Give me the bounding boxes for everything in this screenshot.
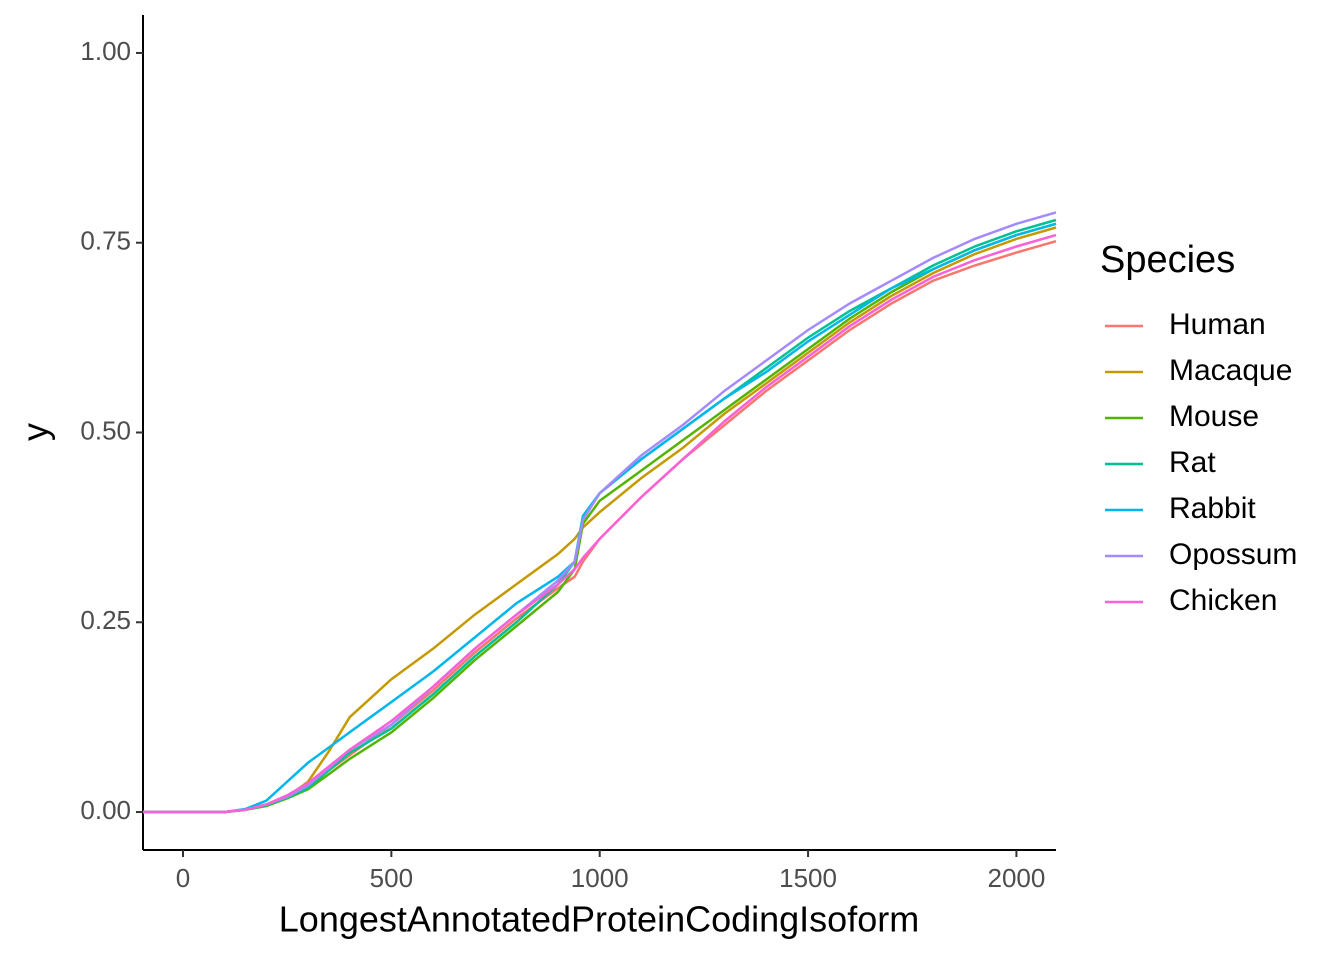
series-line [143, 222, 1057, 814]
x-axis-title: LongestAnnotatedProteinCodingIsoform [279, 899, 919, 940]
legend-label: Human [1169, 308, 1266, 341]
y-tick-label: 1.00 [80, 36, 131, 66]
legend-label: Macaque [1169, 354, 1292, 387]
series-line [143, 226, 1057, 814]
legend-label: Rabbit [1169, 492, 1256, 525]
legend-label: Mouse [1169, 400, 1259, 433]
y-axis-title: y [15, 423, 56, 441]
y-tick-label: 0.00 [80, 795, 131, 825]
x-tick-label: 500 [370, 863, 413, 893]
series-line [143, 222, 1057, 814]
y-tick-label: 0.50 [80, 415, 131, 445]
series-line [143, 233, 1057, 814]
x-tick-label: 1500 [779, 863, 837, 893]
series-line [143, 239, 1057, 814]
y-tick-label: 0.75 [80, 226, 131, 256]
x-tick-label: 2000 [987, 863, 1045, 893]
legend-title: Species [1100, 239, 1235, 281]
legend-label: Chicken [1169, 584, 1277, 617]
x-tick-label: 0 [176, 863, 190, 893]
y-tick-label: 0.25 [80, 605, 131, 635]
series-line [143, 218, 1057, 814]
x-tick-label: 1000 [571, 863, 629, 893]
legend-label: Opossum [1169, 538, 1297, 571]
legend-label: Rat [1169, 446, 1216, 479]
